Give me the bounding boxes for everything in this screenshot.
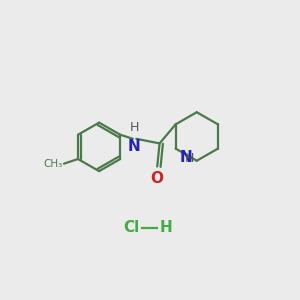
Text: H: H	[185, 152, 194, 165]
Text: O: O	[151, 171, 164, 186]
Text: N: N	[180, 150, 193, 165]
Text: H: H	[129, 121, 139, 134]
Text: CH₃: CH₃	[44, 159, 63, 169]
Text: H: H	[160, 220, 172, 235]
Text: Cl: Cl	[124, 220, 140, 235]
Text: N: N	[128, 139, 140, 154]
